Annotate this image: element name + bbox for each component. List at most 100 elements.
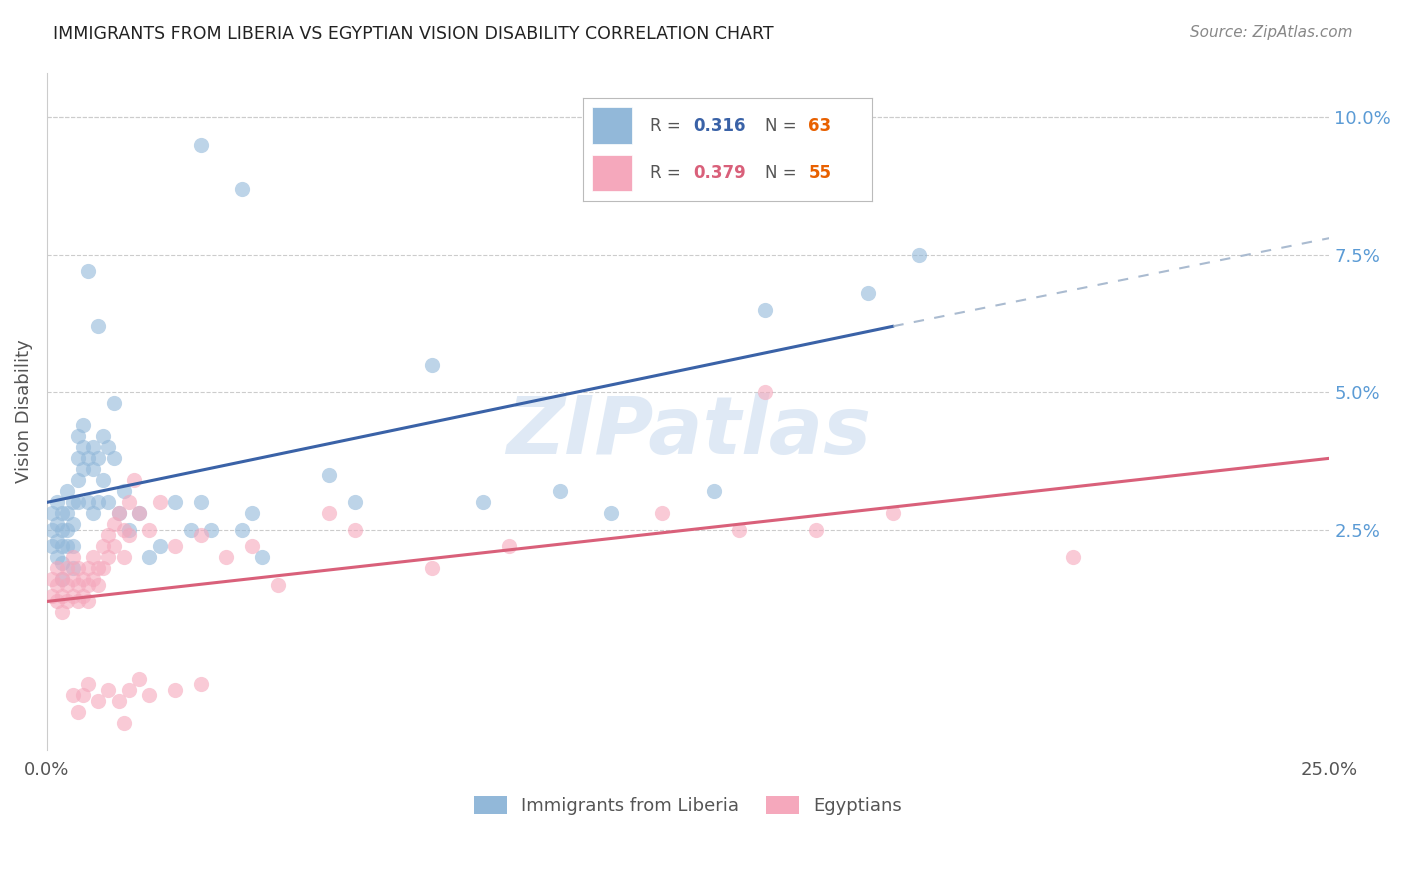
- Point: [66, 594, 89, 608]
- Y-axis label: Vision Disability: Vision Disability: [15, 340, 32, 483]
- Point: [97, 495, 120, 509]
- Point: [703, 484, 725, 499]
- Point: [46, 533, 69, 548]
- Text: R =: R =: [650, 164, 686, 182]
- Point: [103, 451, 125, 466]
- Point: [103, 517, 125, 532]
- Point: [66, 495, 89, 509]
- Point: [97, 528, 120, 542]
- Point: [62, 589, 84, 603]
- FancyBboxPatch shape: [592, 154, 633, 192]
- Point: [343, 495, 366, 509]
- Point: [149, 540, 172, 554]
- Point: [72, 462, 94, 476]
- Point: [498, 540, 520, 554]
- Text: R =: R =: [650, 117, 686, 135]
- Point: [240, 507, 263, 521]
- Point: [318, 507, 340, 521]
- Point: [165, 682, 187, 697]
- Point: [97, 550, 120, 565]
- Point: [103, 540, 125, 554]
- Point: [231, 523, 253, 537]
- Point: [51, 573, 73, 587]
- Point: [77, 594, 100, 608]
- Point: [56, 484, 79, 499]
- Point: [62, 561, 84, 575]
- Point: [56, 594, 79, 608]
- Point: [62, 573, 84, 587]
- Point: [651, 507, 673, 521]
- Point: [107, 507, 129, 521]
- Point: [51, 589, 73, 603]
- Point: [66, 451, 89, 466]
- Point: [180, 523, 202, 537]
- Point: [87, 495, 110, 509]
- Point: [72, 589, 94, 603]
- Point: [91, 474, 114, 488]
- Point: [87, 451, 110, 466]
- Point: [51, 540, 73, 554]
- Point: [107, 693, 129, 707]
- Point: [51, 556, 73, 570]
- Point: [51, 523, 73, 537]
- Point: [112, 550, 135, 565]
- Point: [62, 495, 84, 509]
- Point: [56, 540, 79, 554]
- Point: [138, 688, 160, 702]
- Point: [128, 672, 150, 686]
- Point: [82, 573, 104, 587]
- Point: [72, 688, 94, 702]
- Point: [318, 467, 340, 482]
- Point: [190, 677, 212, 691]
- Point: [112, 715, 135, 730]
- Text: Source: ZipAtlas.com: Source: ZipAtlas.com: [1189, 25, 1353, 40]
- Point: [267, 578, 290, 592]
- Point: [118, 495, 141, 509]
- Point: [97, 440, 120, 454]
- Point: [41, 523, 63, 537]
- Point: [46, 495, 69, 509]
- Text: N =: N =: [765, 117, 801, 135]
- Point: [600, 507, 623, 521]
- Point: [87, 561, 110, 575]
- Point: [1062, 550, 1084, 565]
- Point: [66, 474, 89, 488]
- Point: [420, 561, 443, 575]
- Point: [82, 550, 104, 565]
- Point: [66, 429, 89, 443]
- Point: [190, 528, 212, 542]
- Point: [91, 561, 114, 575]
- Point: [66, 561, 89, 575]
- Point: [138, 523, 160, 537]
- Point: [118, 523, 141, 537]
- Point: [165, 495, 187, 509]
- Point: [41, 589, 63, 603]
- Point: [72, 573, 94, 587]
- Point: [46, 594, 69, 608]
- Point: [56, 561, 79, 575]
- Point: [51, 606, 73, 620]
- Point: [728, 523, 751, 537]
- Point: [62, 517, 84, 532]
- Point: [138, 550, 160, 565]
- Point: [190, 495, 212, 509]
- Point: [56, 507, 79, 521]
- Point: [62, 540, 84, 554]
- Point: [41, 540, 63, 554]
- Point: [128, 507, 150, 521]
- Point: [420, 358, 443, 372]
- Text: ZIPatlas: ZIPatlas: [506, 392, 870, 471]
- Point: [754, 385, 776, 400]
- Point: [56, 578, 79, 592]
- Point: [77, 264, 100, 278]
- Text: N =: N =: [765, 164, 801, 182]
- Point: [165, 540, 187, 554]
- Point: [97, 682, 120, 697]
- Point: [82, 507, 104, 521]
- Point: [46, 550, 69, 565]
- Point: [77, 677, 100, 691]
- Point: [51, 507, 73, 521]
- Point: [215, 550, 238, 565]
- Point: [51, 573, 73, 587]
- Text: 55: 55: [808, 164, 831, 182]
